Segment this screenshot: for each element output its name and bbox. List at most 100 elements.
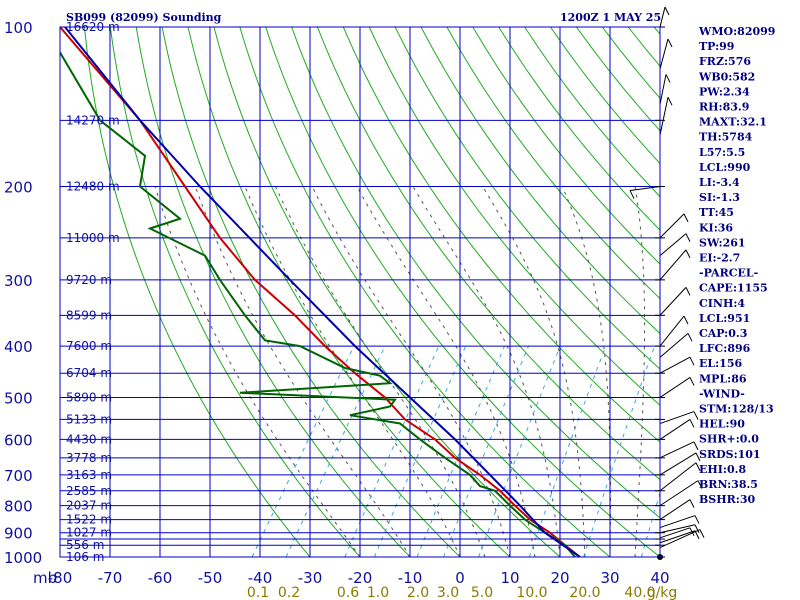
x-tick-label: -20 [348,569,373,587]
index-item: LI:-3.4 [699,176,740,189]
index-item: SI:-1.3 [699,191,740,204]
wind-barb-flag [694,515,700,524]
wind-barb-flag [694,530,700,539]
wind-barb-flag [689,499,695,508]
wind-barbs [629,6,705,560]
chart-series [60,27,581,557]
index-item: BRN:38.5 [699,478,758,491]
dry-adiabat [187,27,511,557]
wind-barb-flag [685,233,691,242]
pressure-tick-label: 200 [4,179,33,197]
pressure-tick-label: 100 [4,19,33,37]
height-label: 5133 m [66,412,112,426]
wind-barb-flag [667,38,673,48]
index-item: CINH:4 [699,297,745,310]
wind-barb-flag [683,315,689,325]
index-item: EHI:0.8 [699,463,746,476]
pressure-tick-label: 900 [4,525,33,543]
height-label: 14270 m [66,113,120,127]
height-label: 2585 m [66,484,112,498]
index-item: CAPE:1155 [699,282,768,295]
mixing-ratio-line [416,345,505,557]
moist-adiabat [482,186,586,557]
wind-barb-flag [699,529,705,538]
mixing-ratio-line [251,345,355,557]
wind-barb [659,315,685,347]
wind-barb-flag [667,96,673,106]
height-label: 9720 m [66,273,112,287]
moist-adiabat [154,186,361,557]
dry-adiabat [83,27,311,557]
wind-barb-flag [695,462,701,472]
index-item: FRZ:576 [699,55,751,68]
mixing-ratio-label: 40.0 [624,585,655,600]
wind-barb-flag [664,6,670,16]
index-item: RH:83.9 [699,101,749,114]
wind-barb-flag [685,287,691,296]
mixing-ratio-label: 10.0 [516,585,547,600]
wind-barb-flag [693,411,699,420]
moist-adiabat [244,186,461,557]
height-label: 3778 m [66,451,112,465]
index-item: KI:36 [699,221,733,234]
wind-barb [659,515,696,529]
x-unit-label: mb [33,569,57,587]
index-item: EI:-2.7 [699,252,740,265]
series-line-1 [60,50,576,557]
wind-barb [659,480,699,507]
height-label: 2037 m [66,499,112,513]
index-item: WMO:82099 [698,25,775,38]
index-item: SRDS:101 [699,448,761,461]
wind-barb [659,38,669,70]
wind-barb [659,332,689,358]
pressure-tick-label: 400 [4,338,33,356]
wind-barb-flag [695,452,701,462]
x-tick-label: 0 [455,569,465,587]
wind-barb [659,499,691,521]
mixing-ratio-line [478,345,561,557]
dry-adiabat [291,27,660,519]
x-tick-label: 10 [500,569,519,587]
pressure-tick-label: 500 [4,389,33,407]
x-tick-label: -40 [248,569,273,587]
height-label: 1522 m [66,513,112,527]
wind-barb [659,441,695,459]
index-item: CAP:0.3 [699,327,747,340]
height-label: 556 m [66,538,104,552]
mixing-ratio-line [443,345,529,557]
pressure-tick-label: 1000 [4,549,42,567]
wind-barb [659,419,691,440]
x-tick-label: 20 [550,569,569,587]
wind-barb [659,524,696,534]
wind-barb [659,74,667,105]
mixing-ratio-line [344,345,440,557]
index-item: WB0:582 [698,70,755,83]
mixing-ratio-label: 0.2 [278,585,300,600]
indices-panel: WMO:82099 TP:99 FRZ:576 WB0:582 PW:2.34 RH:83… [698,25,775,506]
mixing-ratio-label: 2.0 [407,585,429,600]
mixing-ratio-label: 3.0 [437,585,459,600]
height-label: 3163 m [66,468,112,482]
mixing-ratio-label: 5.0 [471,585,493,600]
height-label: 1027 m [66,526,112,540]
wind-barb-flag [665,74,671,83]
pressure-tick-label: 800 [4,498,33,516]
pressure-tick-label: 700 [4,467,33,485]
x-tick-label: 30 [600,569,619,587]
index-item: -PARCEL- [699,267,758,280]
index-item: STM:128/13 [699,403,774,416]
wind-barb [659,233,687,257]
wind-barb-flag [694,524,700,533]
x-tick-label: 40 [650,569,669,587]
mixing-ratio-line [285,345,386,557]
index-item: LFC:896 [699,342,751,355]
height-label: 7600 m [66,339,112,353]
wind-barb-flag [689,527,695,537]
index-item: TP:99 [699,40,734,53]
wind-barb [659,452,697,476]
wind-barb [659,356,691,374]
plot-frame [59,26,661,558]
index-item: PW:2.34 [699,85,750,98]
moist-adiabat [412,186,561,557]
